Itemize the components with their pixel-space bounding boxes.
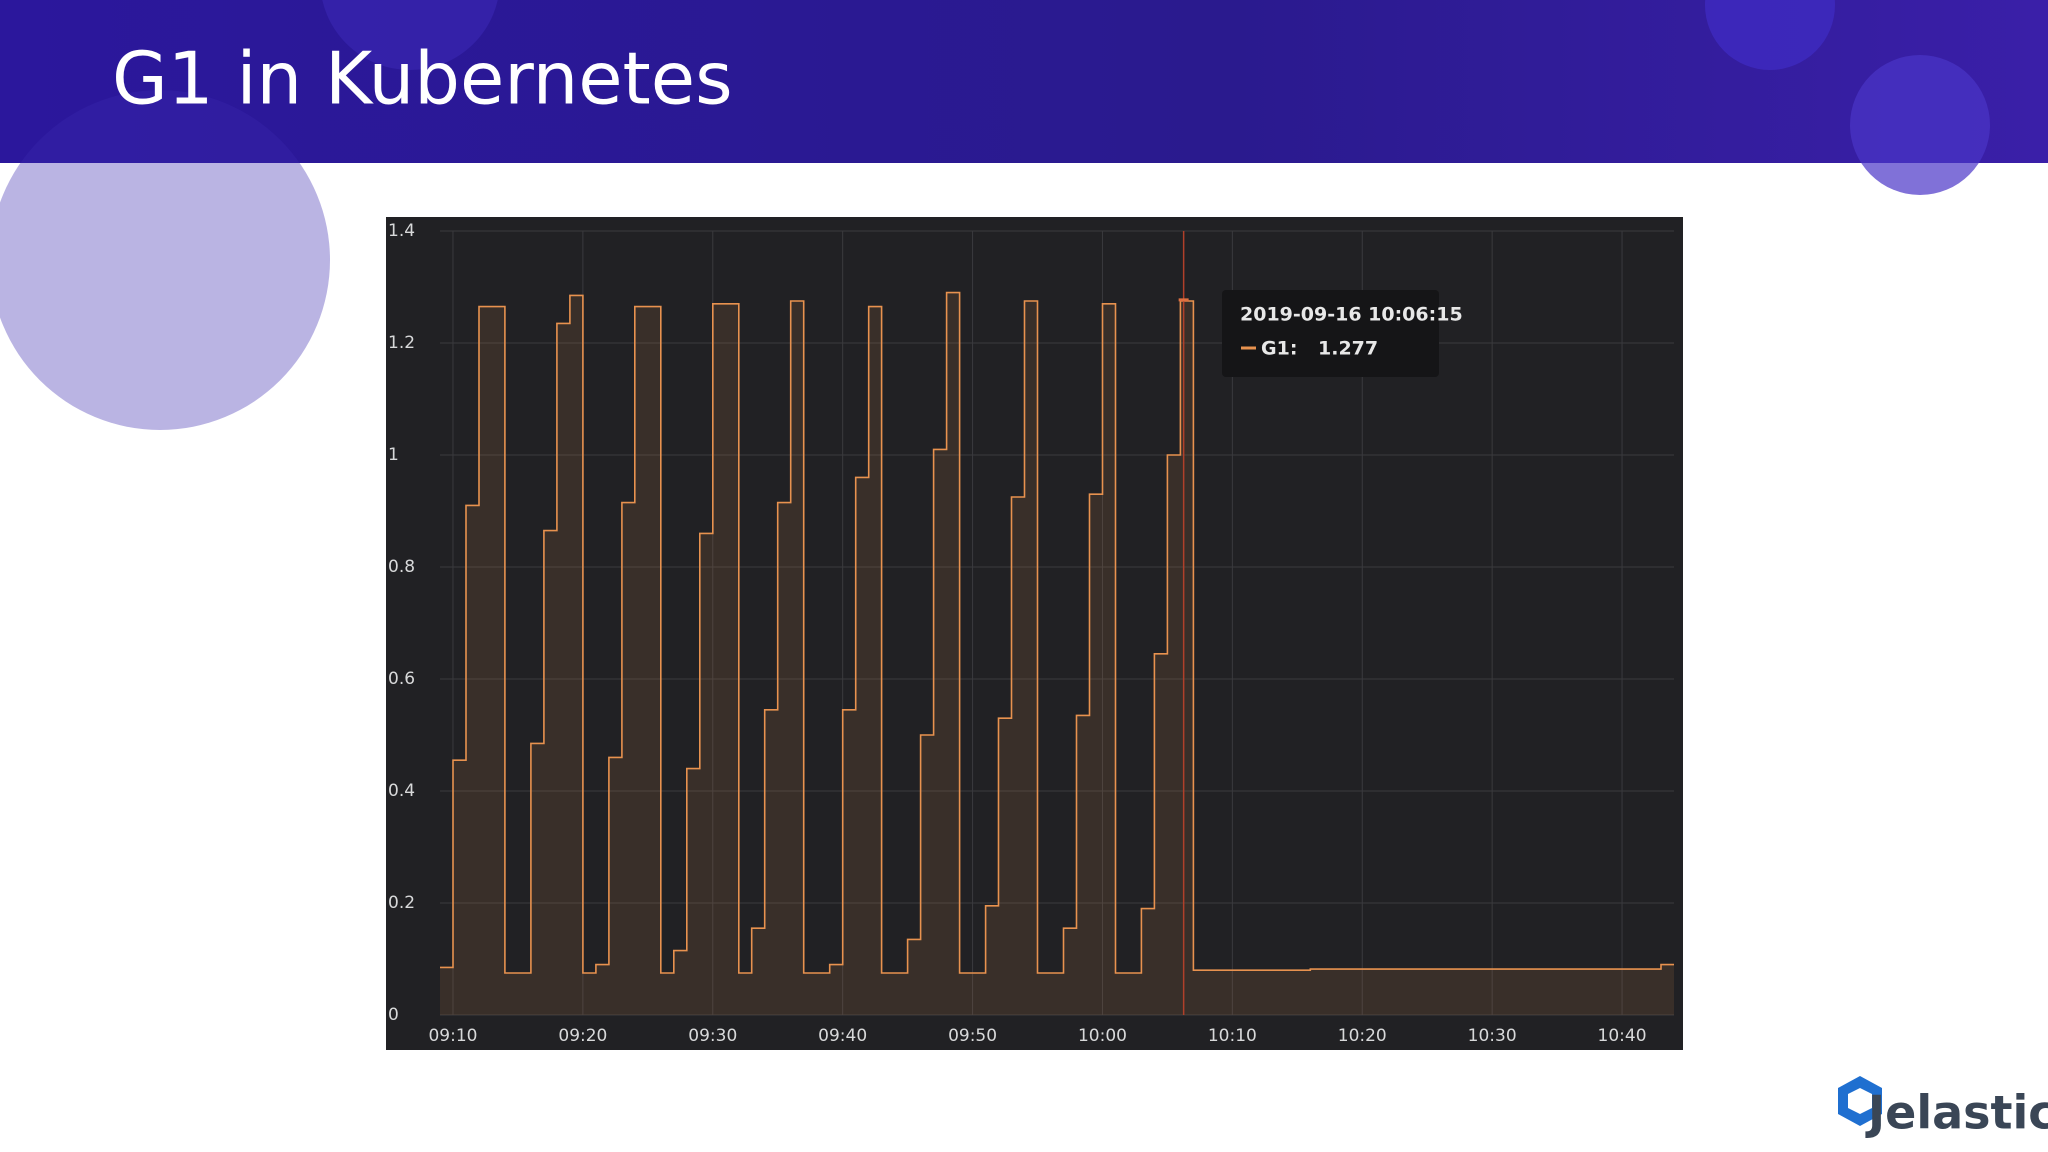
decor bbox=[1705, 0, 1835, 70]
y-tick-label: 0 bbox=[388, 1005, 399, 1025]
y-tick-label: 1.4 bbox=[388, 221, 415, 241]
logo-text: Jelastic bbox=[1865, 1086, 2048, 1140]
decor bbox=[322, 0, 498, 70]
tooltip-value: 1.277 bbox=[1318, 338, 1378, 360]
tooltip-series: G1: bbox=[1261, 338, 1297, 360]
tooltip-title: 2019-09-16 10:06:15 bbox=[1240, 304, 1463, 326]
y-tick-label: 0.2 bbox=[388, 893, 415, 913]
x-tick-label: 09:20 bbox=[558, 1026, 607, 1046]
slide-title: G1 in Kubernetes bbox=[112, 37, 733, 121]
series-line bbox=[440, 291, 1674, 974]
y-tick-label: 1 bbox=[388, 445, 399, 465]
x-tick-label: 10:20 bbox=[1338, 1026, 1387, 1046]
chart: 0 0.2 0.4 0.6 0.8 1 1.2 1.4 09:10 09:20 09:30 09:40… bbox=[388, 221, 1674, 1046]
y-tick-label: 0.6 bbox=[388, 669, 415, 689]
x-tick-label: 10:10 bbox=[1208, 1026, 1257, 1046]
x-tick-label: 09:40 bbox=[818, 1026, 867, 1046]
x-tick-label: 09:50 bbox=[948, 1026, 997, 1046]
x-tick-label: 09:10 bbox=[428, 1026, 477, 1046]
x-tick-label: 10:40 bbox=[1598, 1026, 1647, 1046]
decor bbox=[1850, 55, 1990, 195]
x-tick-label: 09:30 bbox=[688, 1026, 737, 1046]
y-tick-label: 1.2 bbox=[388, 333, 415, 353]
tooltip-box bbox=[1222, 290, 1439, 377]
y-tick-label: 0.8 bbox=[388, 557, 415, 577]
chart-panel bbox=[386, 217, 1683, 1050]
x-tick-label: 10:00 bbox=[1078, 1026, 1127, 1046]
x-tick-label: 10:30 bbox=[1468, 1026, 1517, 1046]
logo-icon-inner bbox=[1848, 1088, 1872, 1114]
y-tick-label: 0.4 bbox=[388, 781, 415, 801]
decor bbox=[0, 90, 330, 430]
series-area bbox=[440, 292, 1674, 1016]
logo: Jelastic bbox=[1838, 1076, 2048, 1140]
